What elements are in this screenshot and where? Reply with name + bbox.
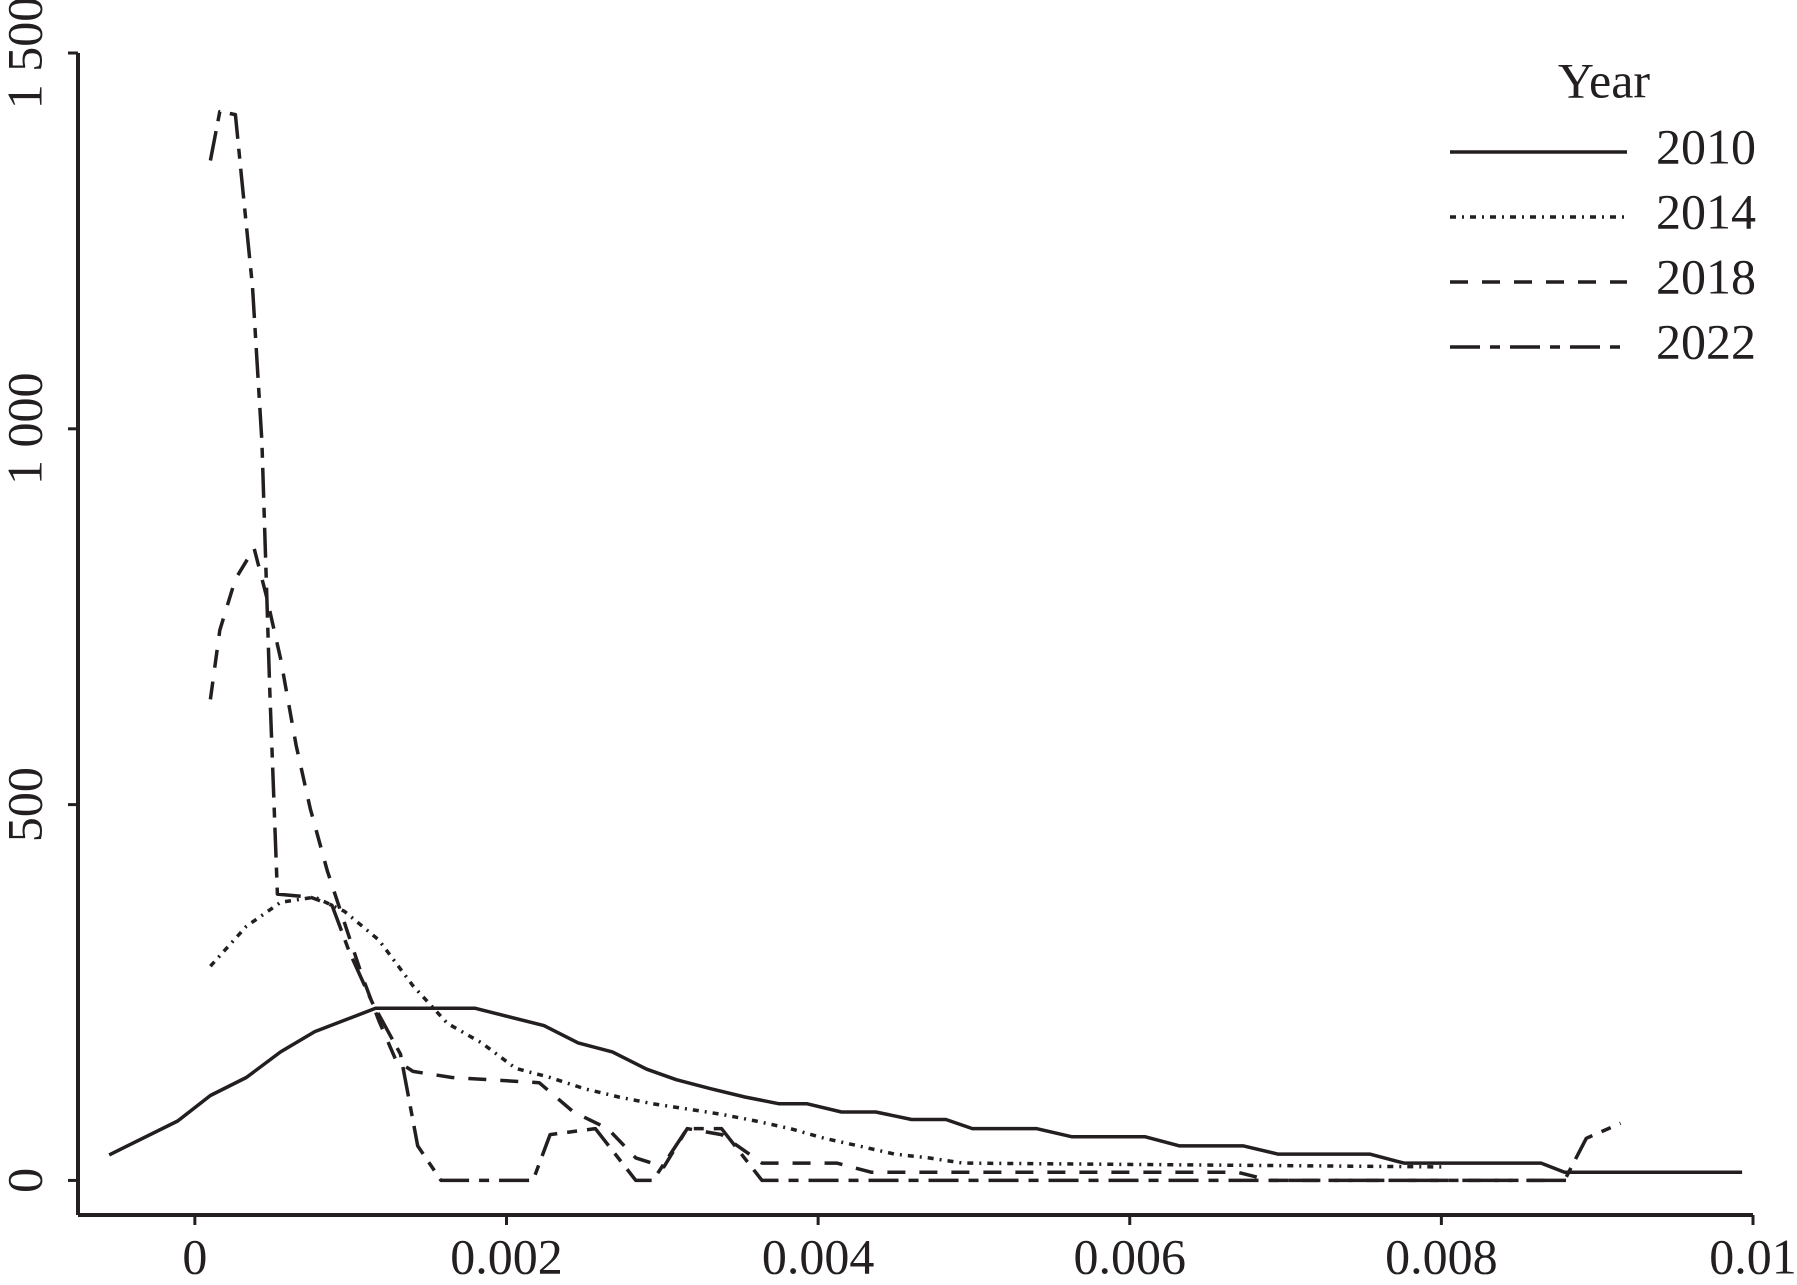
y-tick-label: 0 bbox=[0, 1168, 52, 1193]
legend-label: 2022 bbox=[1656, 313, 1756, 369]
x-tick-label: 0.008 bbox=[1385, 1228, 1498, 1284]
legend-label: 2018 bbox=[1656, 248, 1756, 304]
x-tick-label: 0.01 bbox=[1709, 1228, 1797, 1284]
y-tick-label: 500 bbox=[0, 767, 52, 842]
x-tick-label: 0.004 bbox=[762, 1228, 875, 1284]
y-tick-label: 1 000 bbox=[0, 373, 52, 486]
legend-title: Year bbox=[1558, 52, 1650, 108]
x-tick-label: 0 bbox=[182, 1228, 207, 1284]
series-line bbox=[108, 1006, 1743, 1174]
series-line bbox=[208, 546, 1566, 1183]
y-tick-label: 1 500 bbox=[0, 0, 52, 109]
x-tick-label: 0.002 bbox=[450, 1228, 563, 1284]
series-line bbox=[209, 895, 1443, 1169]
x-tick-label: 0.006 bbox=[1073, 1228, 1186, 1284]
legend-label: 2014 bbox=[1656, 183, 1756, 239]
legend-label: 2010 bbox=[1656, 118, 1756, 174]
series-line bbox=[208, 109, 1622, 1183]
